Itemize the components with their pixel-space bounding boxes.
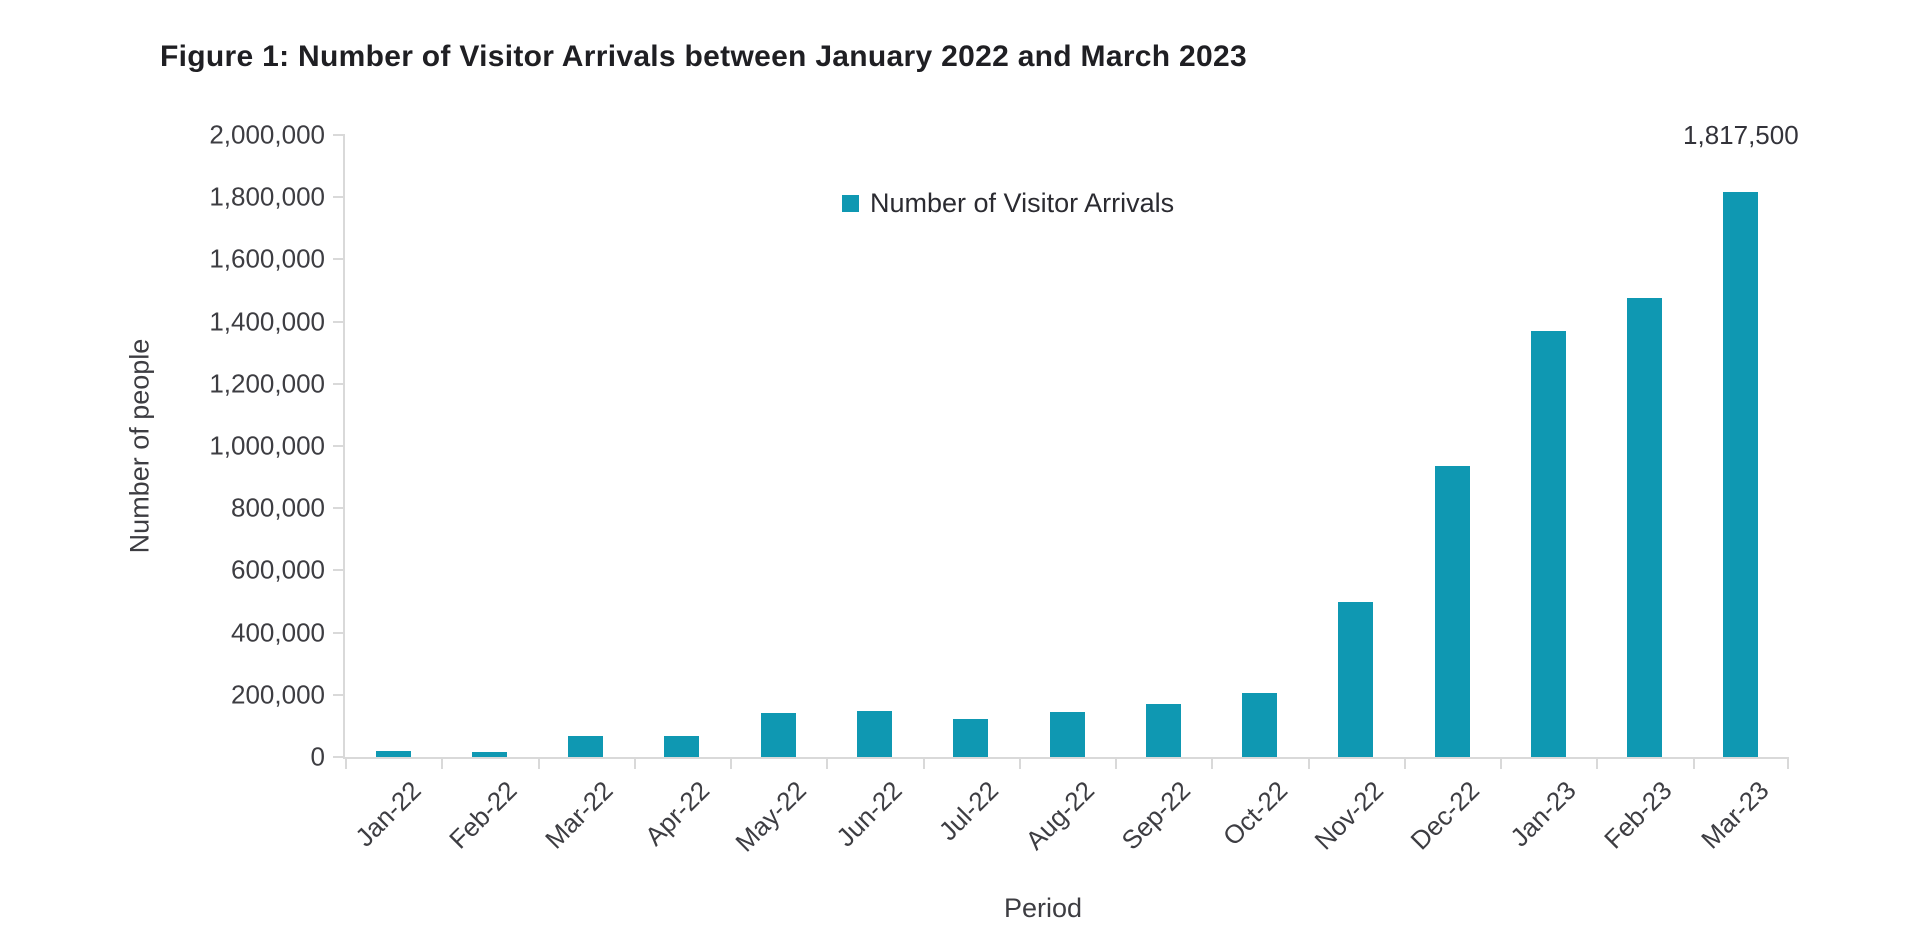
bar-Feb-23 <box>1627 298 1663 757</box>
y-axis-tick-label: 200,000 <box>231 679 325 710</box>
x-axis-category-label: Jun-22 <box>830 775 908 853</box>
x-axis-tick <box>538 757 540 769</box>
bar-Jun-22 <box>856 711 892 757</box>
data-label-annotation: 1,817,500 <box>1683 119 1799 150</box>
y-axis-tick-label: 1,800,000 <box>209 181 325 212</box>
y-axis-tick-label: 1,600,000 <box>209 243 325 274</box>
x-axis-category-label: Oct-22 <box>1216 775 1293 852</box>
x-axis-tick <box>1211 757 1213 769</box>
bar-Nov-22 <box>1338 601 1374 757</box>
legend-square-icon <box>842 195 859 212</box>
plot-area: 0 200,000 400,000 600,000 800,000 1,000,000 1,… <box>209 120 1798 858</box>
x-axis-tick <box>1693 757 1695 769</box>
x-axis-category-label: Aug-22 <box>1019 775 1101 856</box>
bar-Mar-23 <box>1723 191 1759 757</box>
x-axis-tick <box>1115 757 1117 769</box>
x-axis-category-label: Dec-22 <box>1404 775 1486 856</box>
y-axis-tick <box>333 507 345 510</box>
x-axis-category-label: Nov-22 <box>1308 775 1390 856</box>
x-axis-category-label: Mar-22 <box>539 775 619 855</box>
bar-Jan-22 <box>375 751 411 757</box>
y-axis-tick <box>333 134 345 136</box>
y-axis-tick-label: 400,000 <box>231 617 325 648</box>
x-axis-tick <box>923 757 925 769</box>
y-axis-tick-label: 800,000 <box>231 492 325 523</box>
x-axis-category-label: May-22 <box>728 775 812 858</box>
y-axis-tick-label: 600,000 <box>231 554 325 585</box>
x-axis-tick <box>1500 757 1502 769</box>
x-axis-category-label: Jan-22 <box>348 775 427 853</box>
x-axis-tick <box>730 757 732 769</box>
y-axis-tick-label: 1,400,000 <box>209 306 325 337</box>
bar-Mar-22 <box>568 736 604 757</box>
x-axis-tick <box>441 757 443 769</box>
y-axis-tick <box>333 631 345 634</box>
bar-Sep-22 <box>1145 704 1181 757</box>
x-axis-tick <box>1404 757 1406 769</box>
bar-Dec-22 <box>1434 466 1470 757</box>
y-axis-tick-label: 0 <box>310 741 325 772</box>
x-axis-tick <box>1308 757 1310 769</box>
x-axis-category-label: Apr-22 <box>638 775 716 852</box>
x-axis-tick <box>345 757 347 769</box>
bar-May-22 <box>760 713 796 757</box>
legend-label: Number of Visitor Arrivals <box>870 188 1175 218</box>
x-axis-category-label: Feb-23 <box>1598 775 1678 855</box>
bar-Apr-22 <box>664 736 700 757</box>
y-axis-tick <box>333 320 345 323</box>
x-axis-category-label: Mar-23 <box>1694 775 1775 855</box>
x-axis-category-label: Jul-22 <box>932 775 1004 847</box>
y-axis-title: Number of people <box>124 338 155 554</box>
x-axis-tick <box>1596 757 1598 769</box>
y-axis-tick <box>333 569 345 572</box>
x-axis-tick <box>826 757 828 769</box>
x-axis-category-label: Feb-22 <box>443 775 523 855</box>
bar-Feb-22 <box>471 751 507 757</box>
y-axis-tick <box>333 258 345 261</box>
x-axis-tick <box>634 757 636 769</box>
y-axis-tick-label: 1,000,000 <box>209 430 325 461</box>
x-axis-tick <box>1787 757 1789 769</box>
y-axis-tick-label: 1,200,000 <box>209 368 325 399</box>
x-axis-category-label: Sep-22 <box>1115 775 1197 856</box>
legend: Number of Visitor Arrivals <box>842 188 1174 219</box>
x-axis-tick <box>1019 757 1021 769</box>
y-axis-tick-label: 2,000,000 <box>209 119 325 150</box>
y-axis-tick <box>333 196 345 199</box>
y-axis-tick <box>333 756 345 758</box>
bar-Jul-22 <box>953 719 989 757</box>
y-axis-tick <box>333 382 345 385</box>
y-axis-tick <box>333 693 345 696</box>
bar-Jan-23 <box>1530 330 1566 757</box>
chart-title: Figure 1: Number of Visitor Arrivals bet… <box>160 40 1247 73</box>
x-axis-category-label: Jan-23 <box>1504 775 1582 853</box>
y-axis-tick <box>333 445 345 447</box>
bar-Aug-22 <box>1049 711 1085 757</box>
bar-Oct-22 <box>1242 692 1278 757</box>
x-axis-title: Period <box>1003 893 1083 923</box>
